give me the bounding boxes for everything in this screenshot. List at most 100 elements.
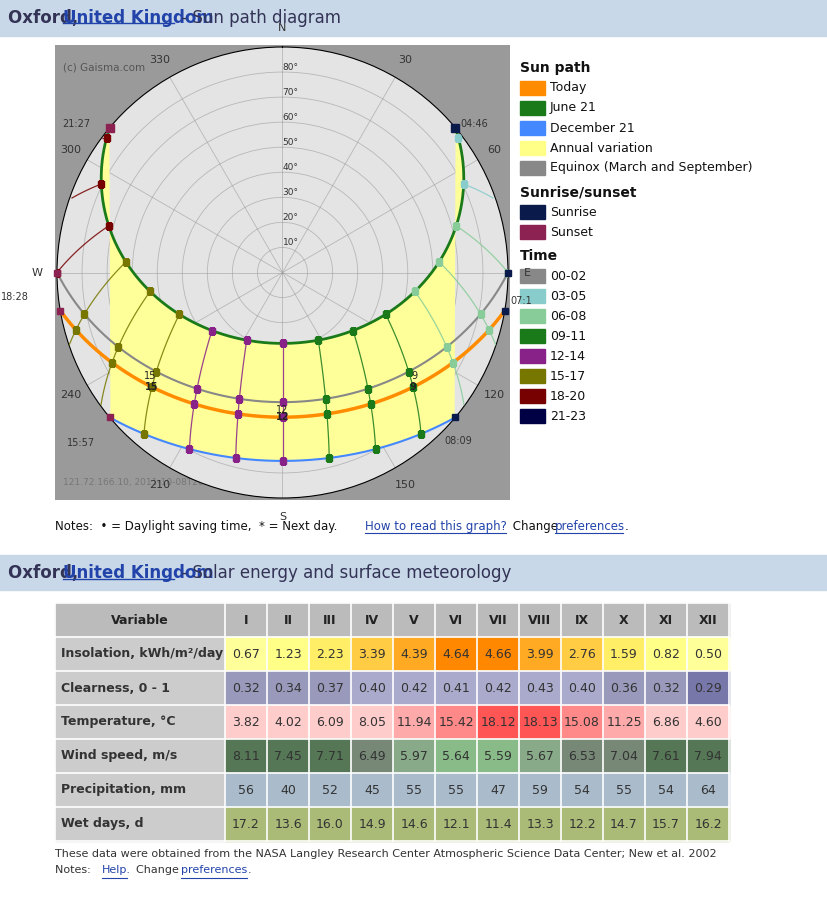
Text: Clearness, 0 - 1: Clearness, 0 - 1 <box>61 682 170 695</box>
Text: 13.6: 13.6 <box>274 817 302 831</box>
Bar <box>351 807 393 841</box>
Text: Sunset: Sunset <box>549 226 592 238</box>
Text: 6.53: 6.53 <box>567 750 595 762</box>
Text: X: X <box>619 613 628 627</box>
Bar <box>351 739 393 773</box>
Bar <box>393 671 434 705</box>
Text: Notes:: Notes: <box>55 865 98 875</box>
Bar <box>393 637 434 671</box>
Text: 09-11: 09-11 <box>549 329 586 343</box>
Bar <box>561 705 602 739</box>
Text: 5.59: 5.59 <box>484 750 511 762</box>
Text: These data were obtained from the NASA Langley Research Center Atmospheric Scien: These data were obtained from the NASA L… <box>55 849 715 859</box>
Text: 0.40: 0.40 <box>567 682 595 695</box>
Text: 15: 15 <box>108 408 120 418</box>
Text: preferences: preferences <box>181 865 247 875</box>
Text: Oxford,: Oxford, <box>8 9 84 27</box>
Bar <box>225 671 266 705</box>
Text: Time: Time <box>519 249 557 263</box>
Text: 15.08: 15.08 <box>563 715 600 729</box>
Bar <box>225 773 266 807</box>
Text: 06-08: 06-08 <box>549 309 586 323</box>
Text: 7.94: 7.94 <box>693 750 721 762</box>
Bar <box>476 671 519 705</box>
Text: United Kingdom: United Kingdom <box>63 564 213 582</box>
Text: .: . <box>624 520 628 533</box>
Text: 2.76: 2.76 <box>567 648 595 660</box>
Text: 7.45: 7.45 <box>274 750 302 762</box>
Text: 0.32: 0.32 <box>652 682 679 695</box>
Bar <box>434 671 476 705</box>
Text: Annual variation: Annual variation <box>549 142 652 154</box>
Text: 14.6: 14.6 <box>399 817 428 831</box>
Bar <box>308 637 351 671</box>
Bar <box>519 329 544 343</box>
Text: .: . <box>248 865 251 875</box>
Text: VII: VII <box>488 613 507 627</box>
Text: 12: 12 <box>276 405 289 415</box>
Text: 3.82: 3.82 <box>232 715 260 729</box>
Bar <box>308 807 351 841</box>
Text: 121.72.166.10, 2011-10-08T20:13: 121.72.166.10, 2011-10-08T20:13 <box>63 478 218 487</box>
Bar <box>476 739 519 773</box>
Text: 1.59: 1.59 <box>609 648 637 660</box>
Bar <box>308 739 351 773</box>
Text: VI: VI <box>448 613 462 627</box>
Bar <box>266 637 308 671</box>
Bar <box>393 807 434 841</box>
Bar <box>519 205 544 219</box>
Text: 09: 09 <box>456 289 467 299</box>
Text: 03-05: 03-05 <box>549 290 586 302</box>
Bar <box>519 81 544 95</box>
Text: 0.82: 0.82 <box>652 648 679 660</box>
Text: 14.9: 14.9 <box>358 817 385 831</box>
Text: III: III <box>323 613 337 627</box>
Text: 14.7: 14.7 <box>609 817 637 831</box>
Bar <box>55 773 225 807</box>
Text: 45: 45 <box>364 784 380 796</box>
Bar <box>519 671 561 705</box>
Text: 7.61: 7.61 <box>652 750 679 762</box>
Bar <box>519 161 544 175</box>
Text: 15.7: 15.7 <box>652 817 679 831</box>
Text: Insolation, kWh/m²/day: Insolation, kWh/m²/day <box>61 648 222 660</box>
Text: 07:1: 07:1 <box>509 296 532 306</box>
Text: 8.11: 8.11 <box>232 750 260 762</box>
Text: 16.0: 16.0 <box>316 817 343 831</box>
Text: United Kingdom: United Kingdom <box>63 9 213 27</box>
Text: V: V <box>409 613 418 627</box>
Bar <box>266 705 308 739</box>
Bar <box>644 773 686 807</box>
Bar <box>519 101 544 115</box>
Bar <box>0 555 827 590</box>
Text: 4.39: 4.39 <box>399 648 428 660</box>
Text: 13.3: 13.3 <box>525 817 553 831</box>
Text: 21: 21 <box>114 139 127 149</box>
Bar <box>519 225 544 239</box>
Text: 15:57: 15:57 <box>67 438 95 448</box>
Bar <box>434 807 476 841</box>
Text: 08:09: 08:09 <box>444 436 471 446</box>
Text: Equinox (March and September): Equinox (March and September) <box>549 161 752 174</box>
Text: 12: 12 <box>265 478 278 488</box>
Bar <box>393 739 434 773</box>
Text: Change: Change <box>509 520 561 533</box>
Bar <box>519 141 544 155</box>
Bar <box>519 807 561 841</box>
Text: 11.25: 11.25 <box>605 715 641 729</box>
Text: 9: 9 <box>411 372 417 382</box>
Bar <box>519 705 561 739</box>
Text: 8.05: 8.05 <box>357 715 385 729</box>
Bar <box>266 739 308 773</box>
Text: preferences: preferences <box>554 520 624 533</box>
Bar <box>55 705 225 739</box>
Bar <box>55 807 225 841</box>
Text: 06: 06 <box>455 167 467 177</box>
Text: 4.66: 4.66 <box>484 648 511 660</box>
Bar <box>519 773 561 807</box>
Bar <box>225 705 266 739</box>
Bar <box>561 637 602 671</box>
Text: Oxford,: Oxford, <box>8 564 84 582</box>
Text: IX: IX <box>574 613 588 627</box>
Bar <box>225 739 266 773</box>
